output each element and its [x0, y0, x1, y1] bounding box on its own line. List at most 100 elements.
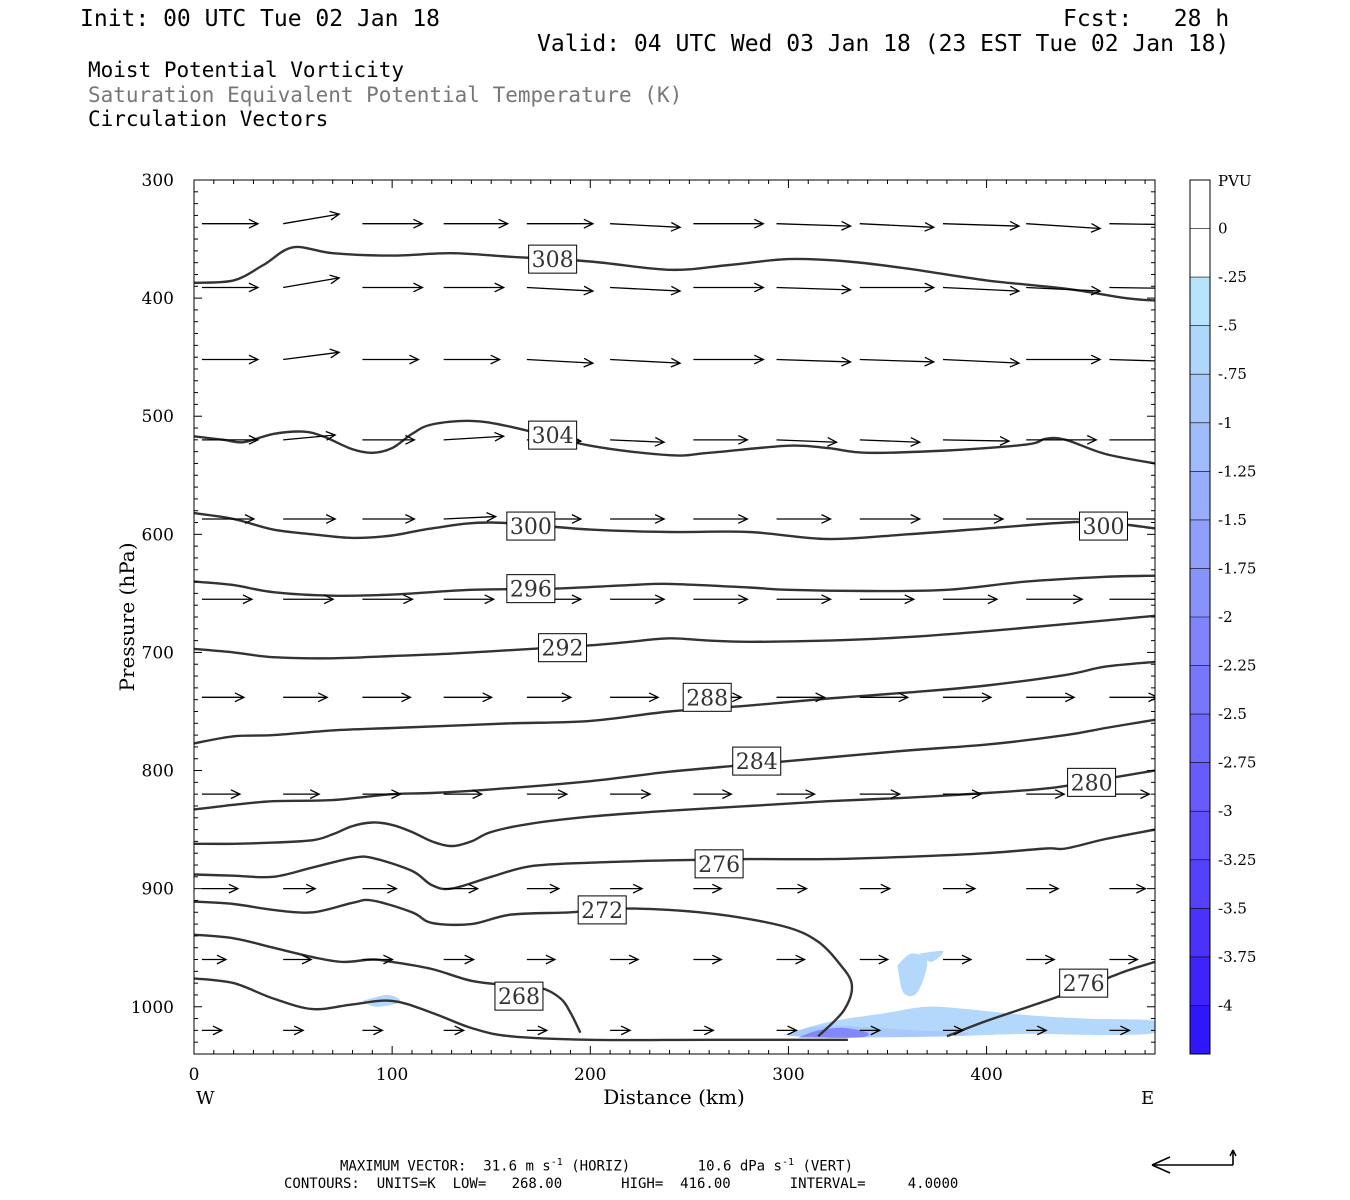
vector-7-3 — [443, 789, 484, 800]
colorbar-swatch-11 — [1190, 714, 1210, 763]
vector-4-5 — [610, 514, 666, 524]
colorbar-unit: PVU — [1218, 172, 1252, 190]
vector-6-9 — [942, 692, 993, 703]
vector-4-1 — [283, 514, 337, 524]
x-tick-label-2: 200 — [574, 1065, 606, 1085]
contours-info: CONTOURS: UNITS=K LOW= 268.00 HIGH= 416.… — [284, 1176, 959, 1192]
contour-label-5: 292 — [542, 637, 584, 662]
vector-3-3 — [443, 431, 506, 442]
vector-0-6 — [693, 218, 765, 229]
vector-7-9 — [942, 789, 983, 800]
colorbar-label-10: -2.5 — [1218, 705, 1247, 723]
contour-line-9 — [194, 769, 1155, 848]
vector-5-6 — [693, 594, 749, 605]
colorbar-swatch-4 — [1190, 374, 1210, 423]
contour-label-box-10 — [694, 849, 744, 879]
contour-label-10: 276 — [698, 853, 740, 878]
vector-0-2 — [362, 218, 424, 229]
vector-1-9 — [942, 285, 1021, 296]
colorbar-label-2: -.5 — [1218, 317, 1237, 335]
vector-6-1 — [283, 692, 329, 703]
y-tick-label-3: 600 — [142, 525, 174, 545]
vector-3-8 — [859, 436, 922, 447]
contour-label-box-5 — [538, 633, 588, 663]
x-tick-label-3: 300 — [772, 1065, 804, 1085]
vector-8-0 — [201, 883, 240, 894]
y-tick-label-6: 900 — [142, 880, 174, 900]
vector-7-7 — [776, 789, 817, 800]
vector-4-6 — [693, 514, 749, 524]
valid-time: Valid: 04 UTC Wed 03 Jan 18 (23 EST Tue … — [537, 31, 1230, 57]
vector-4-2 — [362, 514, 416, 524]
vector-8-10 — [1026, 883, 1060, 894]
vector-0-8 — [859, 221, 936, 232]
vector-10-8 — [859, 1025, 882, 1036]
vector-10-5 — [610, 1025, 632, 1036]
theta-es-contours — [194, 245, 1155, 1042]
contour-label-box-13 — [1059, 968, 1109, 998]
vector-3-11 — [1109, 439, 1155, 441]
colorbar-label-14: -3.5 — [1218, 899, 1247, 917]
vector-1-11 — [1109, 286, 1155, 289]
vector-4-0 — [201, 514, 256, 524]
vector-9-0 — [201, 954, 228, 965]
colorbar-swatch-15 — [1190, 908, 1210, 957]
vector-6-0 — [201, 692, 246, 703]
vector-6-5 — [610, 692, 660, 703]
contour-line-0 — [194, 245, 1155, 302]
colorbar-label-16: -4 — [1218, 996, 1233, 1014]
vector-7-10 — [1026, 789, 1066, 800]
vector-7-0 — [201, 789, 242, 800]
vector-8-6 — [693, 883, 723, 894]
vector-3-9 — [942, 435, 1011, 446]
colorbar-swatch-12 — [1190, 762, 1210, 812]
vector-0-0 — [201, 218, 260, 229]
vector-5-10 — [1026, 594, 1084, 605]
vector-8-5 — [610, 883, 644, 894]
colorbar-swatch-16 — [1190, 956, 1210, 1006]
y-tick-label-4: 700 — [142, 643, 174, 663]
vector-9-9 — [942, 954, 973, 965]
vector-5-9 — [942, 594, 999, 605]
contour-label-8: 280 — [1071, 771, 1113, 796]
vector-0-11 — [1109, 223, 1155, 226]
vector-9-8 — [859, 954, 890, 965]
y-tick-label-2: 500 — [142, 407, 174, 427]
vector-8-7 — [776, 883, 809, 894]
contour-label-box-7 — [732, 746, 782, 776]
vector-9-1 — [283, 954, 313, 965]
max-horiz-value: 31.6 m s — [483, 1158, 551, 1175]
x-tick-label-0: 0 — [189, 1065, 200, 1085]
vector-9-3 — [443, 954, 476, 965]
colorbar-label-0: 0 — [1218, 220, 1228, 238]
contour-label-box-2 — [506, 511, 556, 541]
contour-label-7: 284 — [736, 750, 778, 775]
vector-7-8 — [859, 789, 902, 800]
vector-5-5 — [610, 594, 666, 605]
vector-0-1 — [283, 210, 341, 225]
contour-label-box-12 — [494, 981, 544, 1011]
vector-10-0 — [201, 1025, 224, 1036]
vector-9-11 — [1109, 954, 1139, 965]
vector-10-2 — [362, 1025, 384, 1036]
vector-3-7 — [776, 436, 839, 447]
vector-9-6 — [693, 954, 723, 965]
max-horiz-exponent: -1 — [550, 1157, 563, 1168]
y-tick-label-5: 800 — [142, 762, 174, 782]
vector-8-11 — [1109, 883, 1147, 894]
colorbar-swatch-7 — [1190, 519, 1210, 569]
y-tick-label-7: 1000 — [131, 998, 174, 1018]
colorbar-swatch-14 — [1190, 859, 1210, 909]
vector-0-3 — [443, 218, 510, 229]
vector-4-3 — [443, 512, 498, 522]
pv-region-2 — [798, 1027, 869, 1038]
vector-8-4 — [526, 883, 561, 894]
pv-shading-layer — [362, 950, 1155, 1038]
colorbar-label-1: -.25 — [1218, 268, 1247, 286]
vector-10-7 — [776, 1025, 799, 1036]
vector-8-2 — [362, 883, 398, 894]
colorbar-swatch-6 — [1190, 471, 1210, 520]
vector-1-7 — [776, 284, 853, 295]
colorbar-label-9: -2.25 — [1218, 657, 1256, 675]
axes: 300 400 500 600 700 800 900 1000 0 100 200 300 400 — [131, 171, 1155, 1085]
